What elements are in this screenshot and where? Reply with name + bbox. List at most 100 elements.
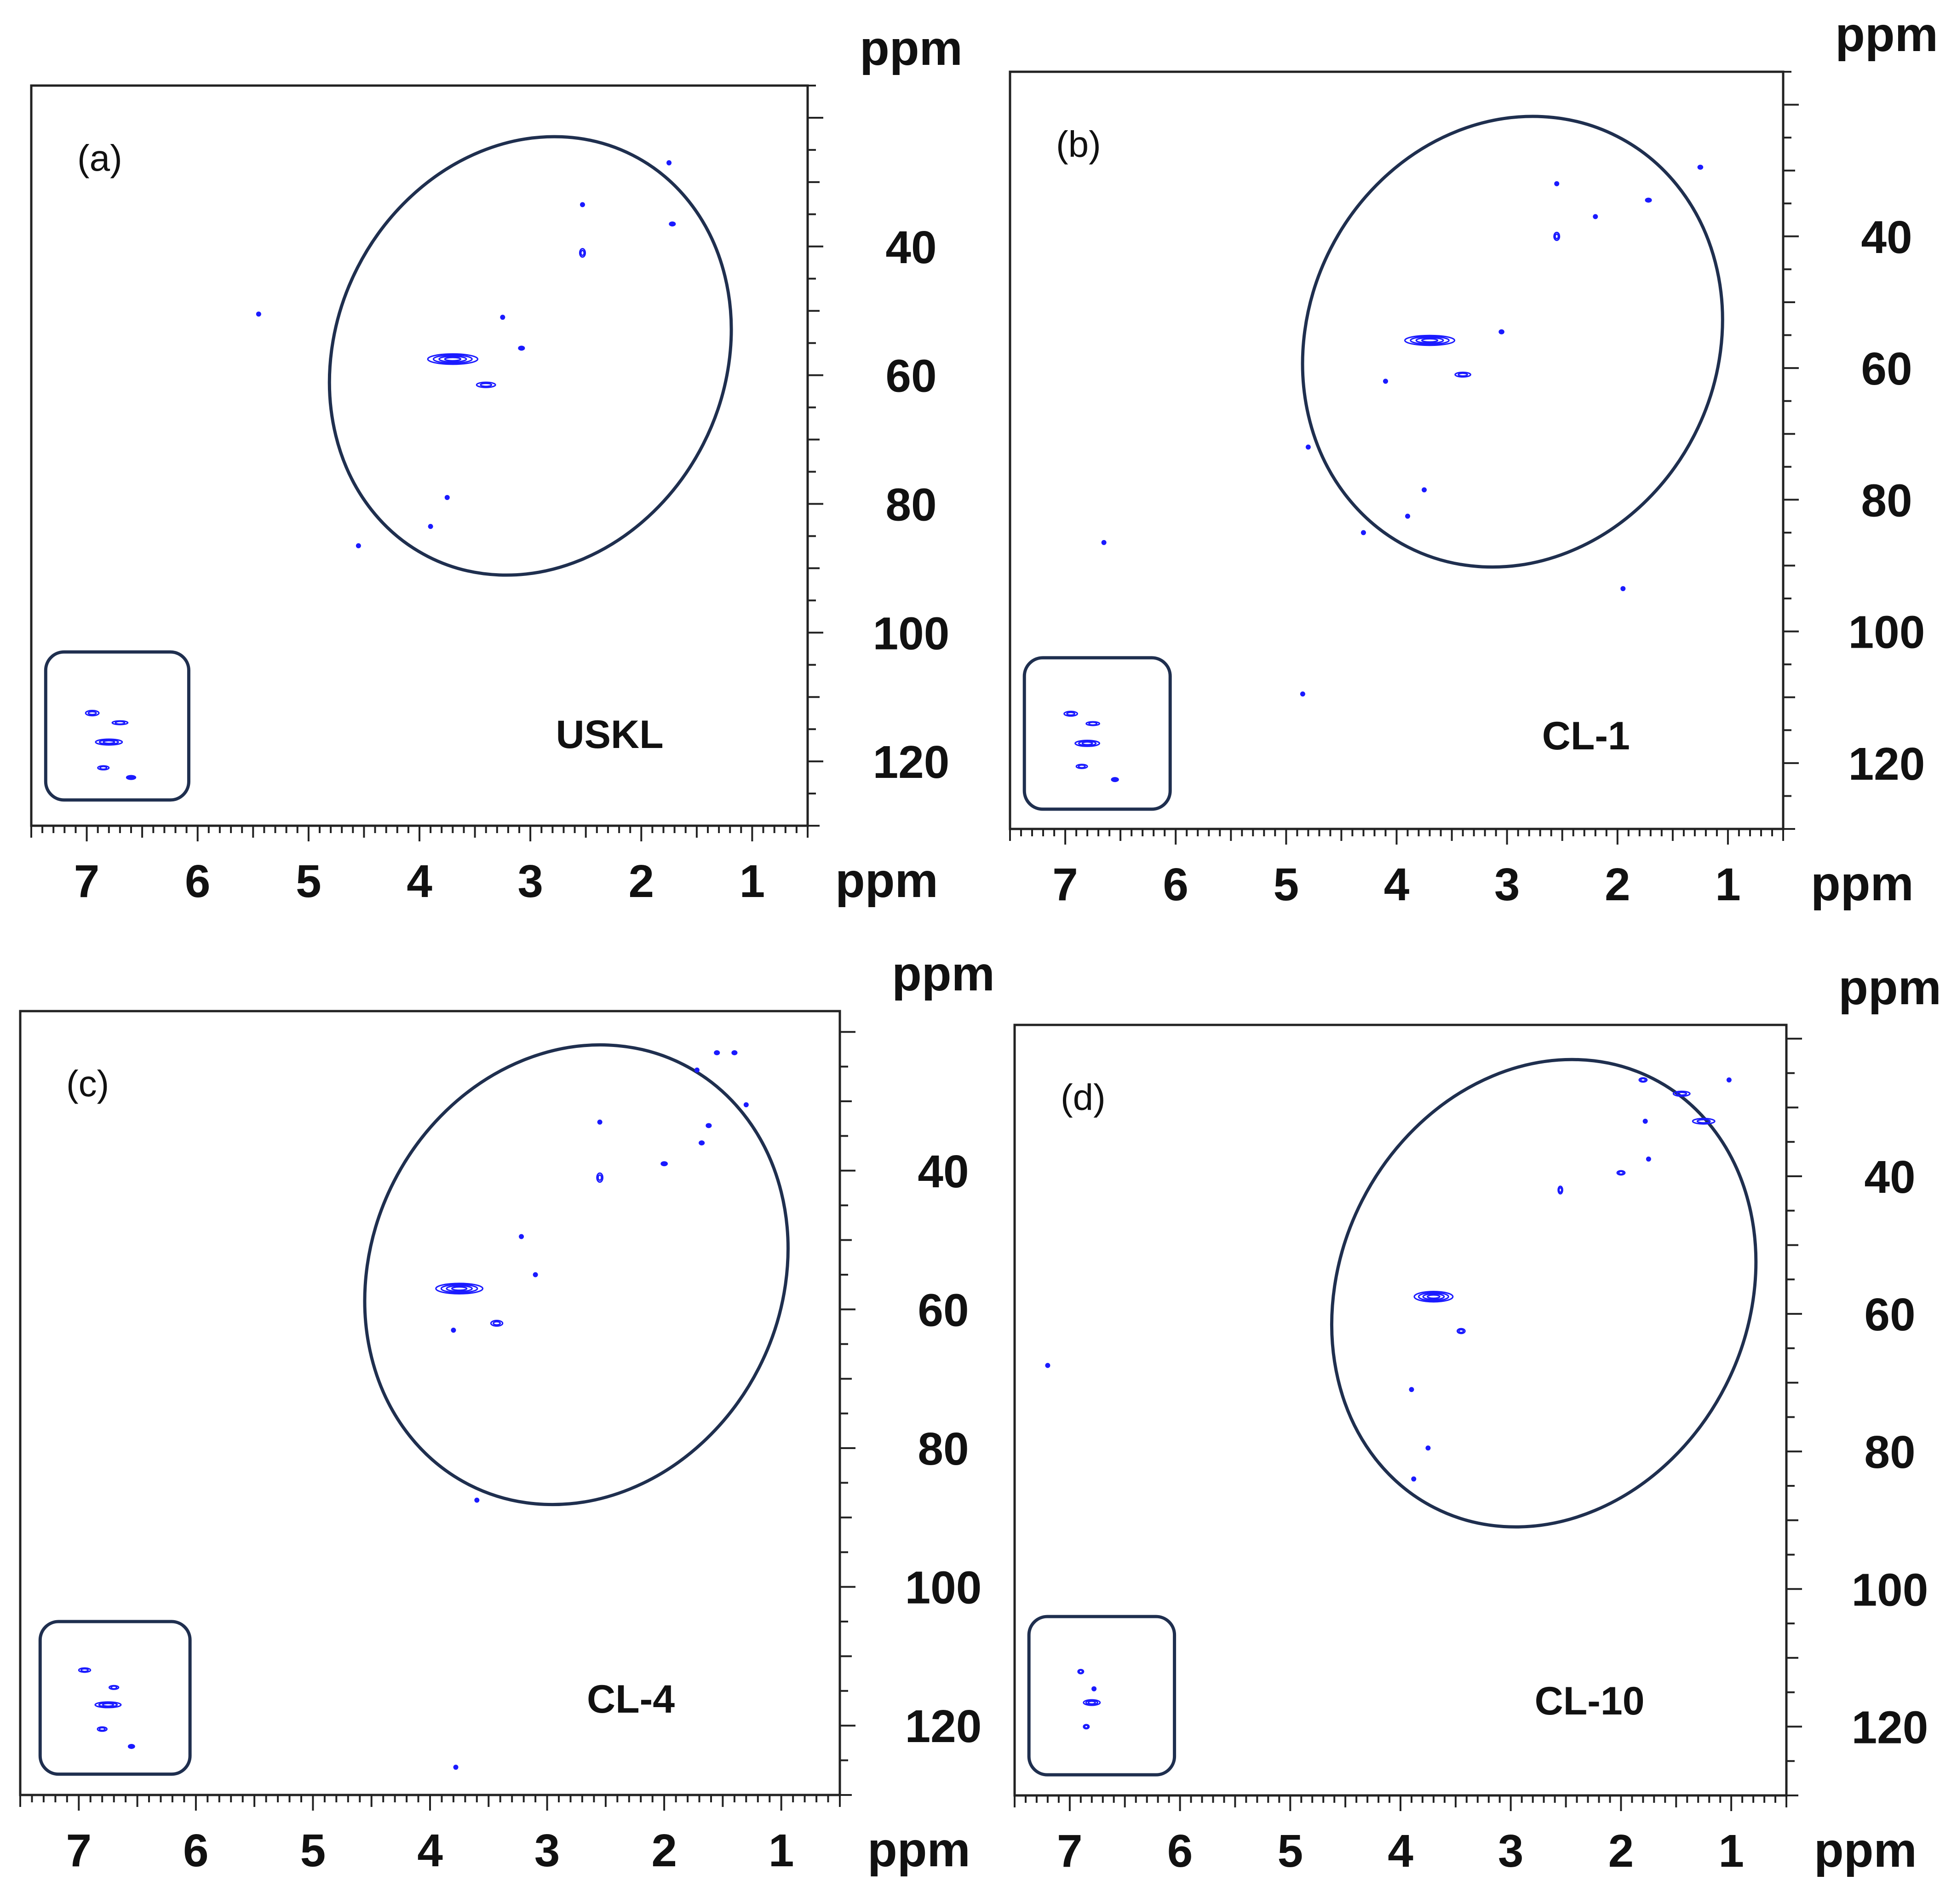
aromatic-region-box [44, 650, 190, 802]
contour-peak [706, 1123, 712, 1128]
contour-peak [256, 311, 261, 317]
x-axis-label: ppm [1814, 1823, 1917, 1877]
aromatic-region-box [38, 1620, 192, 1776]
y-tick-label: 40 [885, 222, 936, 273]
contour-peak [427, 353, 479, 365]
x-tick-label: 3 [1498, 1825, 1524, 1877]
y-tick-label: 40 [1861, 212, 1912, 263]
contour-peak [1077, 1668, 1085, 1674]
contour-peak [1554, 181, 1560, 186]
contour-peak [1091, 1686, 1097, 1691]
y-tick-label: 120 [873, 736, 950, 788]
panel-label: (b) [1056, 124, 1101, 165]
x-tick-label: 5 [296, 856, 321, 907]
aliphatic-region-ellipse [1330, 1058, 1758, 1529]
aliphatic-region-ellipse [327, 135, 733, 577]
contour-peak [743, 1102, 749, 1108]
aliphatic-region-ellipse [1301, 115, 1724, 569]
contour-peak [95, 738, 123, 746]
y-axis-label: ppm [1835, 7, 1938, 62]
sample-label: CL-1 [1542, 714, 1630, 758]
x-tick-label: 4 [407, 856, 432, 907]
contour-peak [1083, 1699, 1101, 1706]
x-tick-label: 2 [651, 1825, 677, 1876]
y-tick-label: 60 [1864, 1289, 1915, 1340]
contour-peak [1063, 711, 1078, 717]
contour-peak [1646, 1156, 1651, 1162]
y-tick-label: 80 [1864, 1427, 1915, 1478]
x-tick-label: 1 [740, 856, 765, 907]
y-tick-label: 60 [1861, 343, 1912, 395]
y-tick-label: 40 [918, 1146, 969, 1197]
contour-peak [126, 775, 137, 780]
aliphatic-region-ellipse [363, 1043, 790, 1507]
contour-peak [1616, 1170, 1626, 1176]
contour-peak [435, 1283, 484, 1294]
contour-peak [1593, 214, 1598, 219]
x-axis-label: ppm [835, 853, 938, 908]
contour-peak [444, 495, 450, 500]
contour-peak [519, 1234, 524, 1239]
y-axis-ticks [1783, 71, 1799, 830]
y-tick-label: 80 [885, 479, 936, 530]
y-tick-label: 100 [873, 608, 950, 659]
plot-frame [30, 84, 809, 827]
contour-peak [699, 1140, 705, 1146]
x-tick-label: 3 [534, 1825, 560, 1876]
panel-a: 7 6 5 4 3 2 1 40 60 80 100 120 ppm ppm (a) USKL [30, 21, 963, 908]
y-tick-label: 60 [918, 1284, 969, 1336]
contour-peak [1642, 1118, 1648, 1124]
y-axis-label: ppm [892, 947, 995, 1001]
panel-label: (d) [1061, 1077, 1106, 1118]
contour-peak [1404, 334, 1456, 346]
x-tick-label: 6 [1163, 859, 1188, 910]
y-axis-label: ppm [1838, 961, 1940, 1015]
y-tick-label: 100 [1852, 1564, 1929, 1616]
y-axis-ticks [808, 85, 823, 827]
contour-peak [451, 1328, 456, 1333]
x-tick-label: 5 [300, 1825, 326, 1876]
contour-peak [1045, 1363, 1050, 1368]
contour-peak [78, 1667, 92, 1673]
contour-peak [1697, 165, 1704, 170]
y-tick-label: 100 [1848, 607, 1925, 658]
contour-peak [1454, 371, 1471, 378]
y-axis-ticks [840, 1031, 855, 1796]
x-tick-label: 5 [1274, 859, 1299, 910]
x-tick-label: 2 [1605, 859, 1630, 910]
contour-peak [97, 765, 110, 771]
x-tick-label: 4 [1388, 1825, 1413, 1877]
x-tick-label: 7 [1052, 859, 1078, 910]
x-axis-ticks [1014, 1795, 1787, 1811]
aromatic-region-box [1022, 656, 1172, 811]
y-tick-label: 100 [905, 1562, 982, 1614]
y-tick-label: 80 [918, 1423, 969, 1475]
y-tick-label: 120 [1848, 738, 1925, 790]
contour-peak [1692, 1117, 1716, 1125]
x-tick-label: 5 [1277, 1825, 1303, 1877]
x-tick-label: 1 [769, 1825, 794, 1876]
contour-peak [666, 160, 672, 166]
sample-label: USKL [556, 713, 664, 757]
contour-peak [356, 543, 361, 548]
x-tick-label: 6 [1167, 1825, 1193, 1877]
contour-peak [108, 1685, 120, 1690]
contour-peak [714, 1050, 720, 1055]
contour-peak [1620, 586, 1626, 592]
contour-peak [1672, 1090, 1691, 1097]
x-tick-label: 1 [1715, 859, 1741, 910]
x-tick-label: 7 [66, 1825, 92, 1876]
x-axis-ticks [30, 826, 809, 841]
x-axis-ticks [19, 1795, 841, 1811]
contour-peak [1405, 513, 1411, 519]
panel-b: 7 6 5 4 3 2 1 40 60 80 100 120 ppm ppm (b) CL-1 [1009, 7, 1938, 911]
y-tick-label: 60 [885, 351, 936, 402]
panel-label: (c) [66, 1063, 109, 1104]
contour-peak [518, 345, 525, 351]
x-tick-label: 2 [628, 856, 654, 907]
contour-peak [1422, 487, 1427, 493]
contour-peak [1300, 691, 1305, 697]
x-tick-label: 3 [517, 856, 543, 907]
sample-label: CL-4 [587, 1677, 675, 1721]
